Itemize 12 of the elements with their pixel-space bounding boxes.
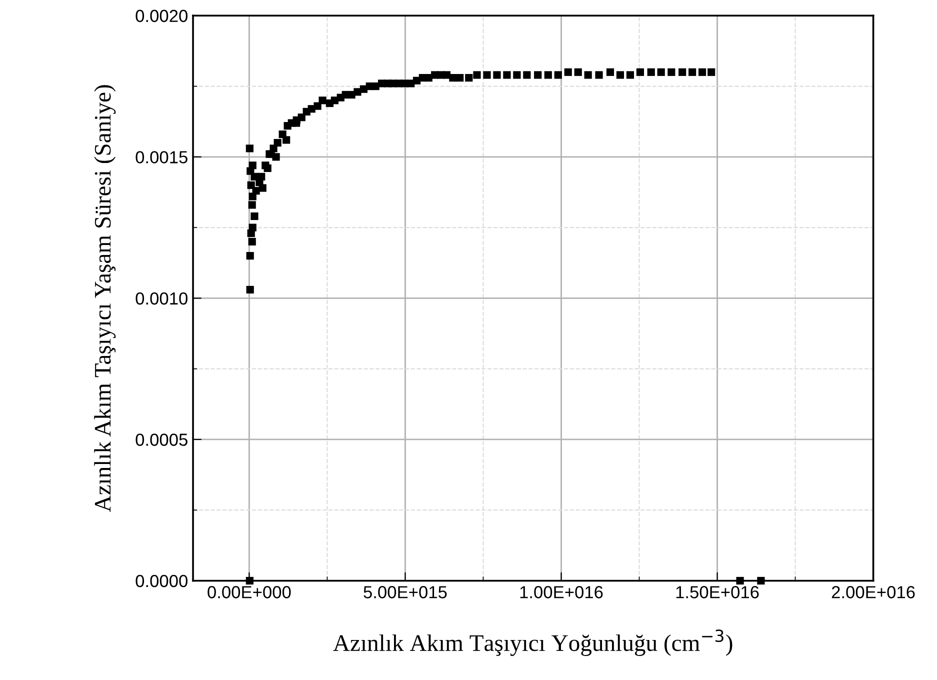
x-tick-label: 5.00E+015 (364, 586, 447, 598)
x-tick-label: 1.00E+016 (520, 586, 603, 598)
y-tick-label: 0.0015 (136, 151, 188, 164)
y-tick-label: 0.0005 (136, 434, 188, 446)
x-tick-label: 1.50E+016 (676, 586, 759, 598)
x-tick-label: 0.00E+000 (208, 586, 291, 598)
y-axis-title: Azınlık Akım Taşıyıcı Yaşam Süresi (Saniye) (94, 85, 116, 512)
y-tick-label: 0.0020 (136, 10, 188, 22)
x-axis-title: Azınlık Akım Taşıyıcı Yoğunluğu (cm$^{−3}$) (333, 630, 732, 656)
y-tick-label: 0.0010 (136, 292, 188, 305)
x-tick-label: 2.00E+016 (832, 586, 915, 598)
y-tick-label: 0.0000 (136, 574, 188, 588)
